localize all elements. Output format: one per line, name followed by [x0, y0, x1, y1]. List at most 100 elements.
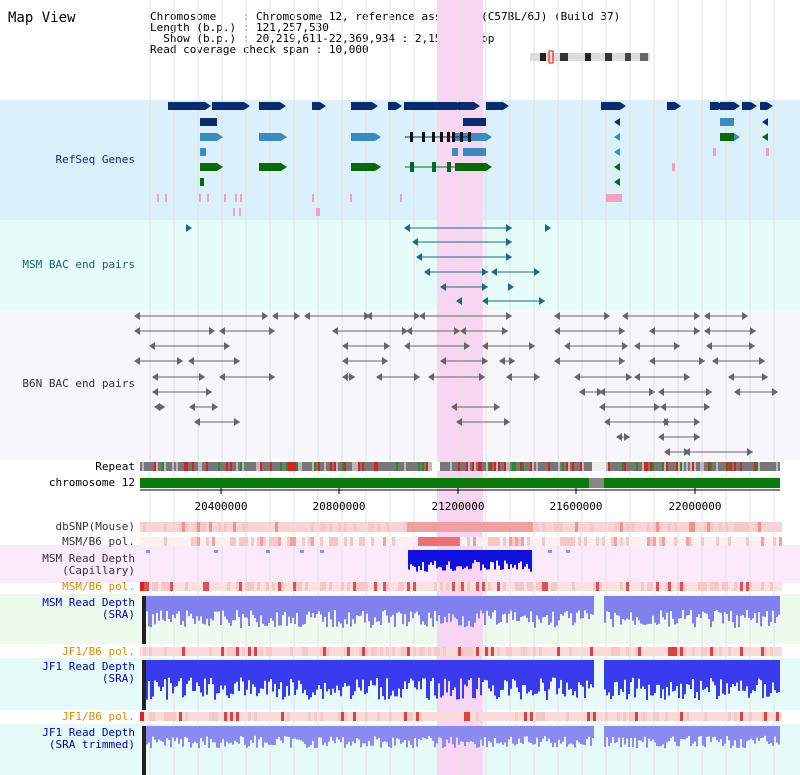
gene-exon — [432, 132, 435, 142]
depth-bar — [460, 660, 462, 679]
snp-density — [524, 537, 527, 546]
repeat-mark — [618, 462, 620, 471]
depth-bar — [428, 550, 430, 565]
snp-density — [668, 582, 671, 591]
snp-density — [680, 522, 683, 532]
depth-bar — [396, 596, 398, 613]
bac-end — [219, 327, 225, 335]
depth-bar — [734, 660, 736, 687]
depth-bar — [262, 660, 264, 689]
depth-bar — [754, 596, 756, 614]
axis-tick-label: 21600000 — [549, 500, 603, 513]
snp-density — [686, 647, 689, 656]
snp-density — [698, 522, 701, 532]
depth-bar — [372, 726, 374, 746]
snp-density — [737, 522, 740, 532]
depth-bar — [170, 726, 172, 748]
depth-bar — [312, 726, 314, 741]
depth-bar — [150, 726, 152, 749]
depth-bar — [638, 660, 640, 679]
snp-density — [503, 712, 506, 721]
depth-bar — [340, 660, 342, 697]
depth-bar — [168, 596, 170, 619]
snp-density — [770, 537, 773, 546]
snp-density — [176, 537, 179, 546]
depth-bar — [392, 660, 394, 691]
snp-density — [326, 537, 329, 546]
depth-bar — [472, 660, 474, 699]
snp-density — [683, 647, 686, 656]
repeat-mark — [572, 462, 574, 471]
track-label-b6n-bac[interactable]: B6N BAC end pairs — [22, 377, 135, 390]
gene-pseudo — [233, 208, 235, 216]
depth-bar — [184, 596, 186, 627]
depth-bar — [550, 596, 552, 623]
repeat-mark — [480, 462, 482, 471]
snp-density — [329, 712, 332, 721]
snp-density — [230, 537, 233, 546]
snp-density — [758, 712, 761, 721]
depth-bar — [562, 596, 564, 616]
snp-density — [776, 712, 779, 721]
bac-end — [134, 312, 140, 320]
snp-density — [755, 582, 758, 591]
track-label-msm-bac[interactable]: MSM BAC end pairs — [22, 258, 135, 271]
snp-density — [497, 582, 500, 591]
depth-bar — [570, 726, 572, 744]
depth-bar — [308, 596, 310, 612]
snp-density — [302, 537, 305, 546]
snp-density — [539, 647, 542, 656]
snp-density — [506, 522, 509, 532]
snp-density — [266, 712, 269, 721]
depth-bar — [534, 596, 536, 628]
snp-density — [224, 712, 227, 721]
depth-bar — [482, 550, 484, 565]
depth-bar — [422, 550, 424, 562]
bac-end — [342, 357, 348, 365]
depth-bar — [494, 550, 496, 570]
snp-density — [419, 647, 422, 656]
bac-end — [554, 312, 560, 320]
snp-density — [719, 537, 722, 546]
repeat-mark — [696, 462, 698, 471]
depth-bar — [458, 596, 460, 626]
depth-bar — [380, 660, 382, 688]
snp-density — [644, 582, 647, 591]
snp-density — [143, 522, 146, 532]
repeat-mark — [662, 462, 664, 471]
snp-density — [365, 647, 368, 656]
snp-density — [722, 712, 725, 721]
snp-density — [596, 712, 599, 721]
snp-density — [332, 537, 335, 546]
repeat-mark — [202, 462, 204, 471]
repeat-mark — [462, 462, 464, 471]
depth-bar — [204, 726, 206, 745]
snp-density — [515, 537, 518, 546]
depth-bar — [672, 660, 674, 692]
repeat-mark — [684, 462, 686, 471]
snp-density — [536, 582, 539, 591]
depth-bar — [414, 550, 416, 567]
depth-bar — [708, 660, 710, 693]
depth-bar — [734, 726, 736, 741]
snp-density — [449, 582, 452, 591]
track-label-refseq[interactable]: RefSeq Genes — [55, 153, 135, 166]
depth-bar — [274, 596, 276, 627]
repeat-mark — [592, 462, 594, 471]
repeat-mark — [568, 462, 570, 471]
depth-bar — [376, 660, 378, 679]
depth-bar — [478, 550, 480, 563]
gene-feature — [351, 163, 375, 171]
snp-density — [701, 712, 704, 721]
repeat-mark — [296, 462, 298, 471]
depth-bar — [530, 550, 532, 572]
snp-density — [746, 537, 749, 546]
depth-bar — [510, 550, 512, 565]
depth-bar — [484, 726, 486, 738]
repeat-mark — [408, 462, 410, 471]
repeat-mark — [648, 462, 650, 471]
depth-bar — [328, 596, 330, 612]
repeat-mark — [604, 462, 606, 471]
snp-density — [173, 537, 176, 546]
